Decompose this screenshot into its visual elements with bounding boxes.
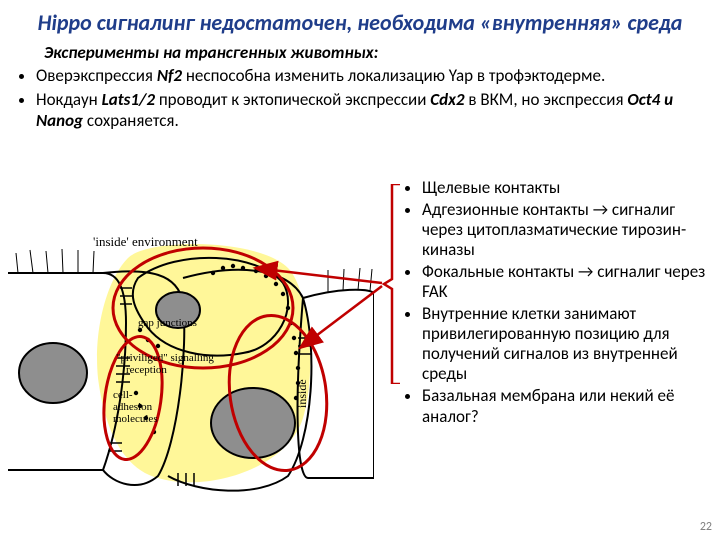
label-cell-adh-1: cell- (113, 389, 133, 401)
right-bullet-2: Адгезионные контакты → сигналиг через ци… (422, 200, 708, 260)
right-nucleus (211, 388, 295, 458)
right-bullet-4: Внутренние клетки занимают привилегирова… (422, 304, 708, 384)
right-bullet-5: Базальная мембрана или некий её аналог? (422, 386, 708, 426)
top-bullet-1: Оверэкспрессия Nf2 неспособна изменить л… (36, 65, 702, 86)
label-cell-adh-2: adhesion (113, 401, 153, 413)
right-bullet-3: Фокальные контакты → сигналиг через FAK (422, 262, 708, 302)
top-bullet-list: Оверэкспрессия Nf2 неспособна изменить л… (18, 65, 702, 131)
red-arrows (200, 248, 400, 388)
page-number: 22 (700, 520, 712, 534)
label-cell-adh-3: molecules (113, 413, 158, 425)
label-gap-junctions: gap junctions (138, 317, 197, 329)
label-inside-environment: 'inside' environment (93, 234, 198, 249)
label-priv-2: reception (126, 364, 167, 376)
experiments-subhead: Эксперименты на трансгенных животных: (44, 42, 702, 63)
slide-title: Hippo сигналинг недостаточен, необходима… (18, 10, 702, 36)
right-bullet-column: Щелевые контакты Адгезионные контакты → … (402, 178, 708, 429)
top-bullet-2: Нокдаун Lats1/2 проводит к эктопической … (36, 89, 702, 132)
right-bullet-1: Щелевые контакты (422, 178, 708, 198)
left-nucleus (19, 343, 87, 403)
